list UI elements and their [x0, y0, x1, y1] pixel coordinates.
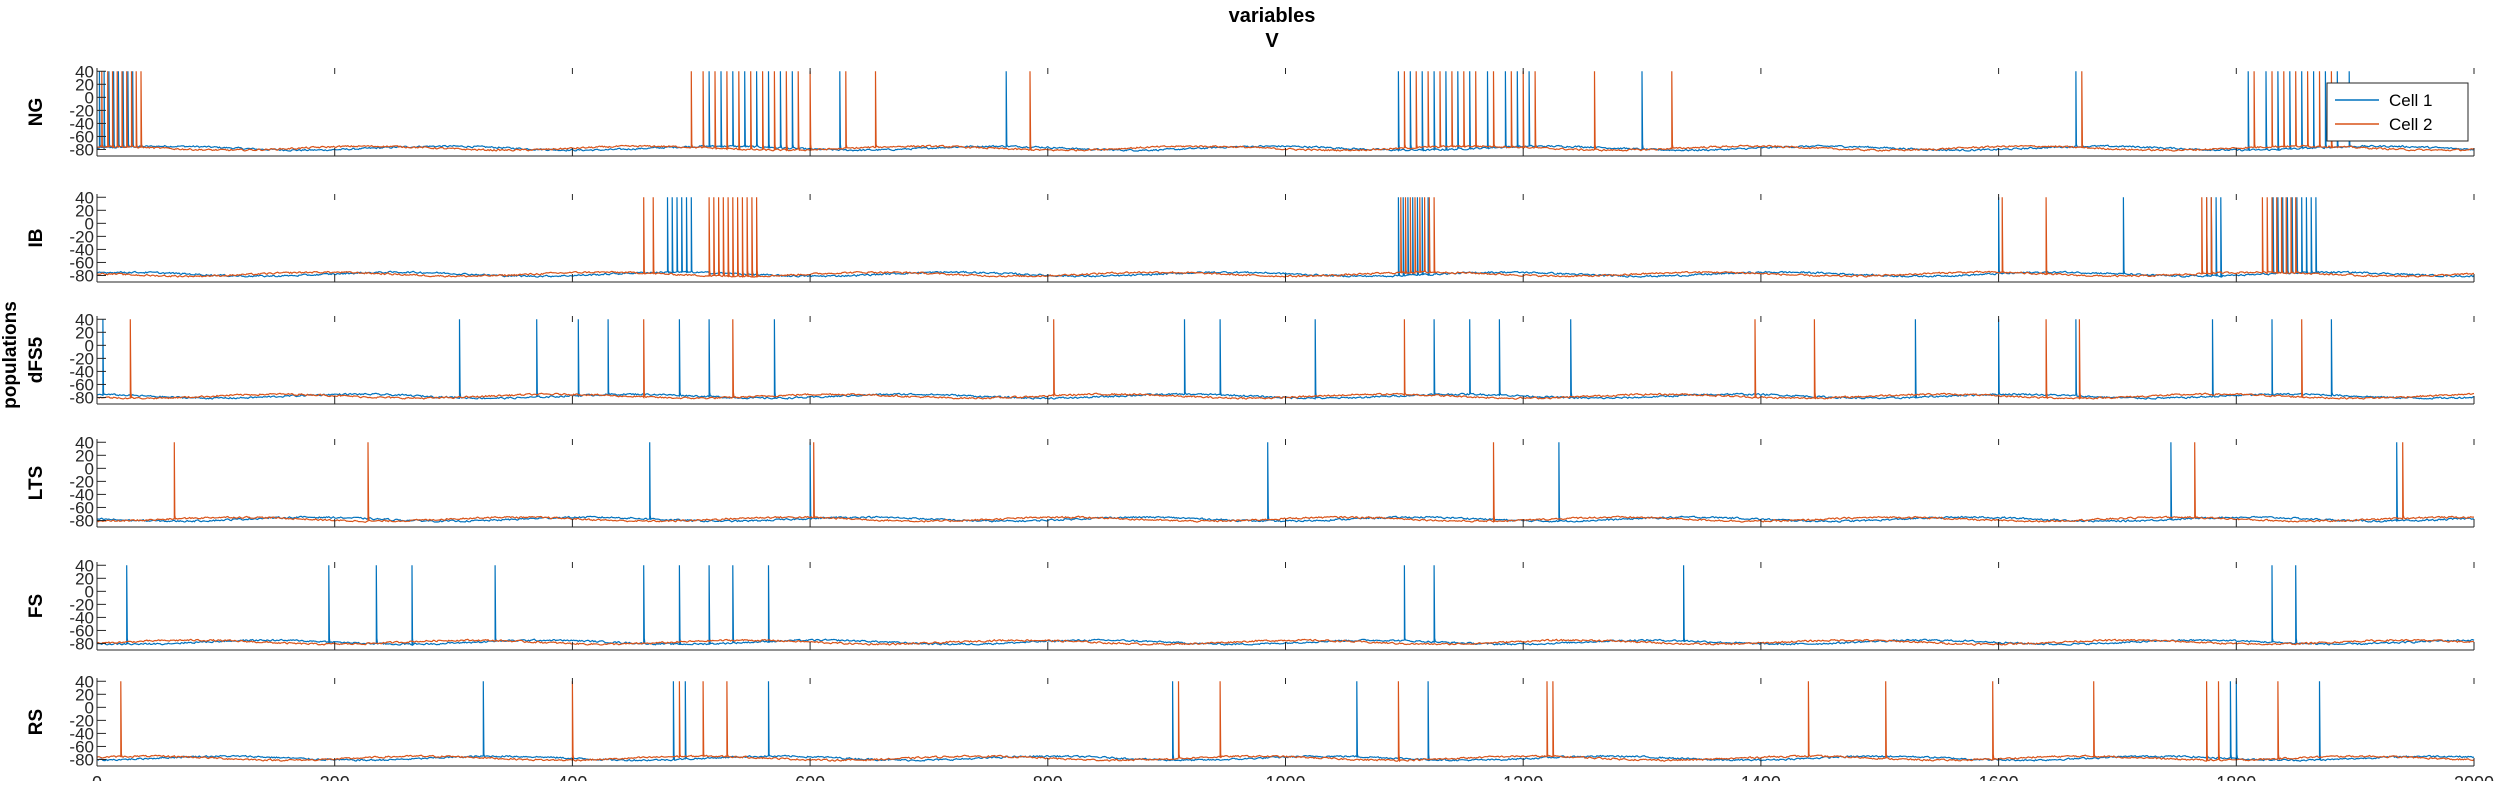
y-tick-label: -20	[69, 595, 94, 614]
legend-label: Cell 1	[2389, 91, 2432, 110]
y-tick-label: -20	[69, 227, 94, 246]
x-tick-label: 600	[795, 773, 825, 781]
y-tick-label: -80	[69, 140, 94, 159]
y-tick-label: 40	[75, 556, 94, 575]
trace-lts-cell-1	[96, 442, 2475, 523]
y-tick-label: -20	[69, 101, 94, 120]
x-tick-label: 1000	[1265, 773, 1305, 781]
trace-rs-cell-1	[96, 681, 2475, 762]
y-tick-label: -40	[69, 608, 94, 627]
panel-label: NG	[26, 98, 47, 127]
y-tick-label: 20	[75, 685, 94, 704]
trace-fs-cell-1	[97, 565, 2475, 647]
y-tick-label: -60	[69, 375, 94, 394]
y-tick-label: 40	[75, 310, 94, 329]
x-tick-label: 0	[92, 773, 102, 781]
y-tick-label: 20	[75, 201, 94, 220]
y-tick-label: 0	[85, 214, 94, 233]
trace-rs-cell-2	[96, 681, 2475, 763]
x-tick-label: 1200	[1503, 773, 1543, 781]
legend: Cell 1 Cell 2	[2326, 82, 2469, 142]
trace-ng-cell-2	[96, 71, 2475, 152]
legend-box	[2326, 82, 2469, 142]
y-tick-label: -40	[69, 240, 94, 259]
trace-ib-cell-2	[96, 197, 2475, 278]
y-tick-label: -80	[69, 634, 94, 653]
y-tick-label: 20	[75, 446, 94, 465]
y-tick-label: -20	[69, 711, 94, 730]
trace-ib-cell-1	[97, 197, 2475, 278]
y-tick-label: -80	[69, 511, 94, 530]
trace-dfs5-cell-2	[96, 319, 2475, 400]
legend-label: Cell 2	[2389, 115, 2432, 134]
y-tick-label: 20	[75, 75, 94, 94]
y-tick-label: 40	[75, 188, 94, 207]
y-tick-label: -40	[69, 724, 94, 743]
chart-subtitle: V	[1265, 30, 1279, 52]
x-tick-label: 200	[320, 773, 350, 781]
y-tick-label: 0	[85, 336, 94, 355]
y-tick-label: -60	[69, 498, 94, 517]
panel-label: RS	[26, 709, 47, 735]
y-tick-label: 20	[75, 569, 94, 588]
y-tick-label: -60	[69, 253, 94, 272]
x-tick-label: 2000	[2454, 773, 2494, 781]
chart-title: variables	[1229, 5, 1316, 27]
y-tick-label: -60	[69, 127, 94, 146]
y-tick-label: 20	[75, 323, 94, 342]
x-tick-label: 1800	[2216, 773, 2256, 781]
y-tick-label: -80	[69, 266, 94, 285]
y-tick-label: -80	[69, 750, 94, 769]
panel-label: LTS	[26, 466, 47, 500]
y-tick-label: -60	[69, 737, 94, 756]
y-tick-label: 0	[85, 88, 94, 107]
trace-ng-cell-1	[96, 71, 2475, 152]
y-tick-label: -40	[69, 362, 94, 381]
panel-label: IB	[26, 229, 47, 248]
panels-group: 40200-20-40-60-80NG40200-20-40-60-80IB40…	[26, 62, 2494, 786]
y-tick-label: 40	[75, 62, 94, 81]
y-tick-label: 40	[75, 672, 94, 691]
x-tick-label: 400	[557, 773, 587, 781]
trace-lts-cell-2	[96, 442, 2474, 523]
y-tick-label: 40	[75, 433, 94, 452]
x-tick-label: 800	[1033, 773, 1063, 781]
y-axis-label: populations	[0, 301, 21, 409]
trace-fs-cell-2	[96, 638, 2475, 646]
y-tick-label: 0	[85, 582, 94, 601]
x-tick-label: 1600	[1979, 773, 2019, 781]
y-tick-label: -20	[69, 349, 94, 368]
y-tick-label: -20	[69, 472, 94, 491]
y-tick-label: 0	[85, 698, 94, 717]
y-tick-label: -60	[69, 621, 94, 640]
panel-label: dFS5	[26, 336, 47, 383]
trace-dfs5-cell-1	[96, 319, 2475, 400]
y-tick-label: -80	[69, 388, 94, 407]
y-tick-label: -40	[69, 485, 94, 504]
x-tick-label: 1400	[1741, 773, 1781, 781]
panel-label: FS	[26, 594, 47, 618]
y-tick-label: -40	[69, 114, 94, 133]
y-tick-label: 0	[85, 459, 94, 478]
